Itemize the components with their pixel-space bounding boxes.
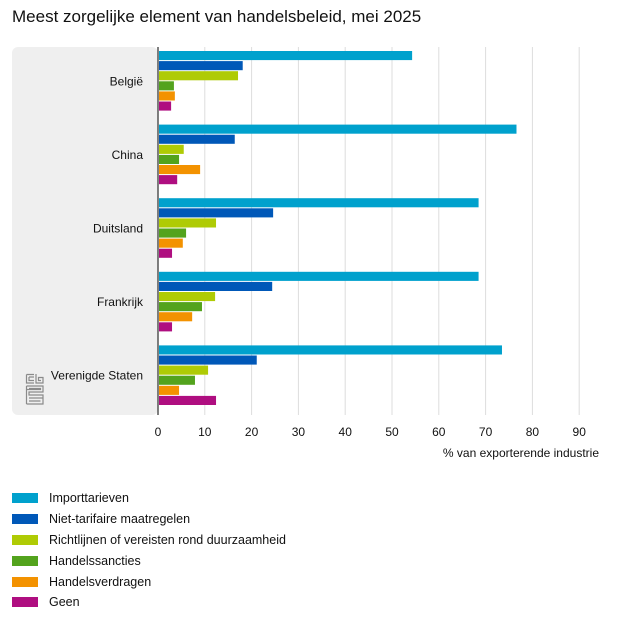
- bar: [159, 218, 217, 228]
- x-tick-label: 40: [339, 425, 353, 439]
- category-label: Duitsland: [93, 222, 143, 236]
- bar: [159, 198, 479, 208]
- bar: [159, 124, 517, 134]
- bar: [159, 248, 173, 258]
- bar: [159, 101, 172, 111]
- cbs-logo: [25, 373, 44, 405]
- legend-swatch: [12, 514, 38, 525]
- bar: [159, 134, 235, 144]
- legend-item: Importtarieven: [12, 488, 286, 509]
- bar: [159, 71, 239, 81]
- legend-item: Niet-tarifaire maatregelen: [12, 509, 286, 530]
- legend-item: Handelsverdragen: [12, 571, 286, 592]
- bar: [159, 271, 479, 281]
- bar: [159, 165, 201, 175]
- legend-label: Richtlijnen of vereisten rond duurzaamhe…: [49, 532, 286, 547]
- x-axis-title: % van exporterende industrie: [443, 446, 599, 460]
- bar: [159, 175, 178, 185]
- bar: [159, 208, 274, 218]
- x-tick-label: 20: [245, 425, 259, 439]
- bar: [159, 375, 195, 385]
- legend-item: Geen: [12, 592, 286, 613]
- bar: [159, 154, 180, 164]
- legend-label: Importtarieven: [49, 491, 129, 506]
- x-tick-label: 0: [155, 425, 162, 439]
- bars: [159, 51, 517, 405]
- x-tick-label: 90: [573, 425, 587, 439]
- legend-swatch: [12, 493, 38, 504]
- bar-chart: België China Duitsland Frankrijk Verenigde S…: [12, 47, 599, 460]
- bar: [159, 385, 180, 395]
- legend-swatch: [12, 576, 38, 587]
- bar: [159, 345, 502, 355]
- bar: [159, 51, 413, 61]
- bar: [159, 302, 202, 312]
- bar: [159, 355, 257, 365]
- bar: [159, 81, 174, 91]
- legend-item: Richtlijnen of vereisten rond duurzaamhe…: [12, 530, 286, 551]
- bar: [159, 61, 243, 71]
- legend-label: Geen: [49, 595, 80, 610]
- x-tick-label: 30: [292, 425, 306, 439]
- category-label: China: [112, 148, 144, 162]
- legend-swatch: [12, 597, 38, 608]
- bar: [159, 322, 173, 332]
- legend-label: Niet-tarifaire maatregelen: [49, 512, 191, 527]
- x-tick-label: 50: [385, 425, 399, 439]
- legend-item: Handelssancties: [12, 550, 286, 571]
- bar: [159, 395, 217, 405]
- category-label: België: [110, 74, 144, 88]
- legend-swatch: [12, 555, 38, 566]
- bar: [159, 281, 273, 291]
- legend: Importtarieven Niet-tarifaire maatregelen…: [12, 488, 286, 613]
- x-tick-label: 70: [479, 425, 493, 439]
- category-labels: België China Duitsland Frankrijk Verenigde S…: [51, 74, 144, 382]
- bar: [159, 292, 216, 302]
- chart-title: Meest zorgelijke element van handelsbele…: [12, 7, 422, 26]
- bar: [159, 144, 184, 154]
- x-tick-label: 10: [198, 425, 212, 439]
- legend-label: Handelsverdragen: [49, 574, 152, 589]
- legend-label: Handelssancties: [49, 553, 141, 568]
- x-tick-labels: 0 10 20 30 40 50 60 70 80 90: [155, 425, 587, 439]
- x-tick-label: 60: [432, 425, 446, 439]
- legend-swatch: [12, 534, 38, 545]
- category-label: Frankrijk: [97, 295, 144, 309]
- bar: [159, 228, 187, 238]
- category-label: Verenigde Staten: [51, 369, 143, 383]
- bar: [159, 365, 209, 375]
- bar: [159, 91, 175, 101]
- gridlines: [204, 47, 580, 415]
- bar: [159, 238, 183, 248]
- x-tick-label: 80: [526, 425, 540, 439]
- category-panel: [12, 47, 158, 415]
- bar: [159, 312, 193, 322]
